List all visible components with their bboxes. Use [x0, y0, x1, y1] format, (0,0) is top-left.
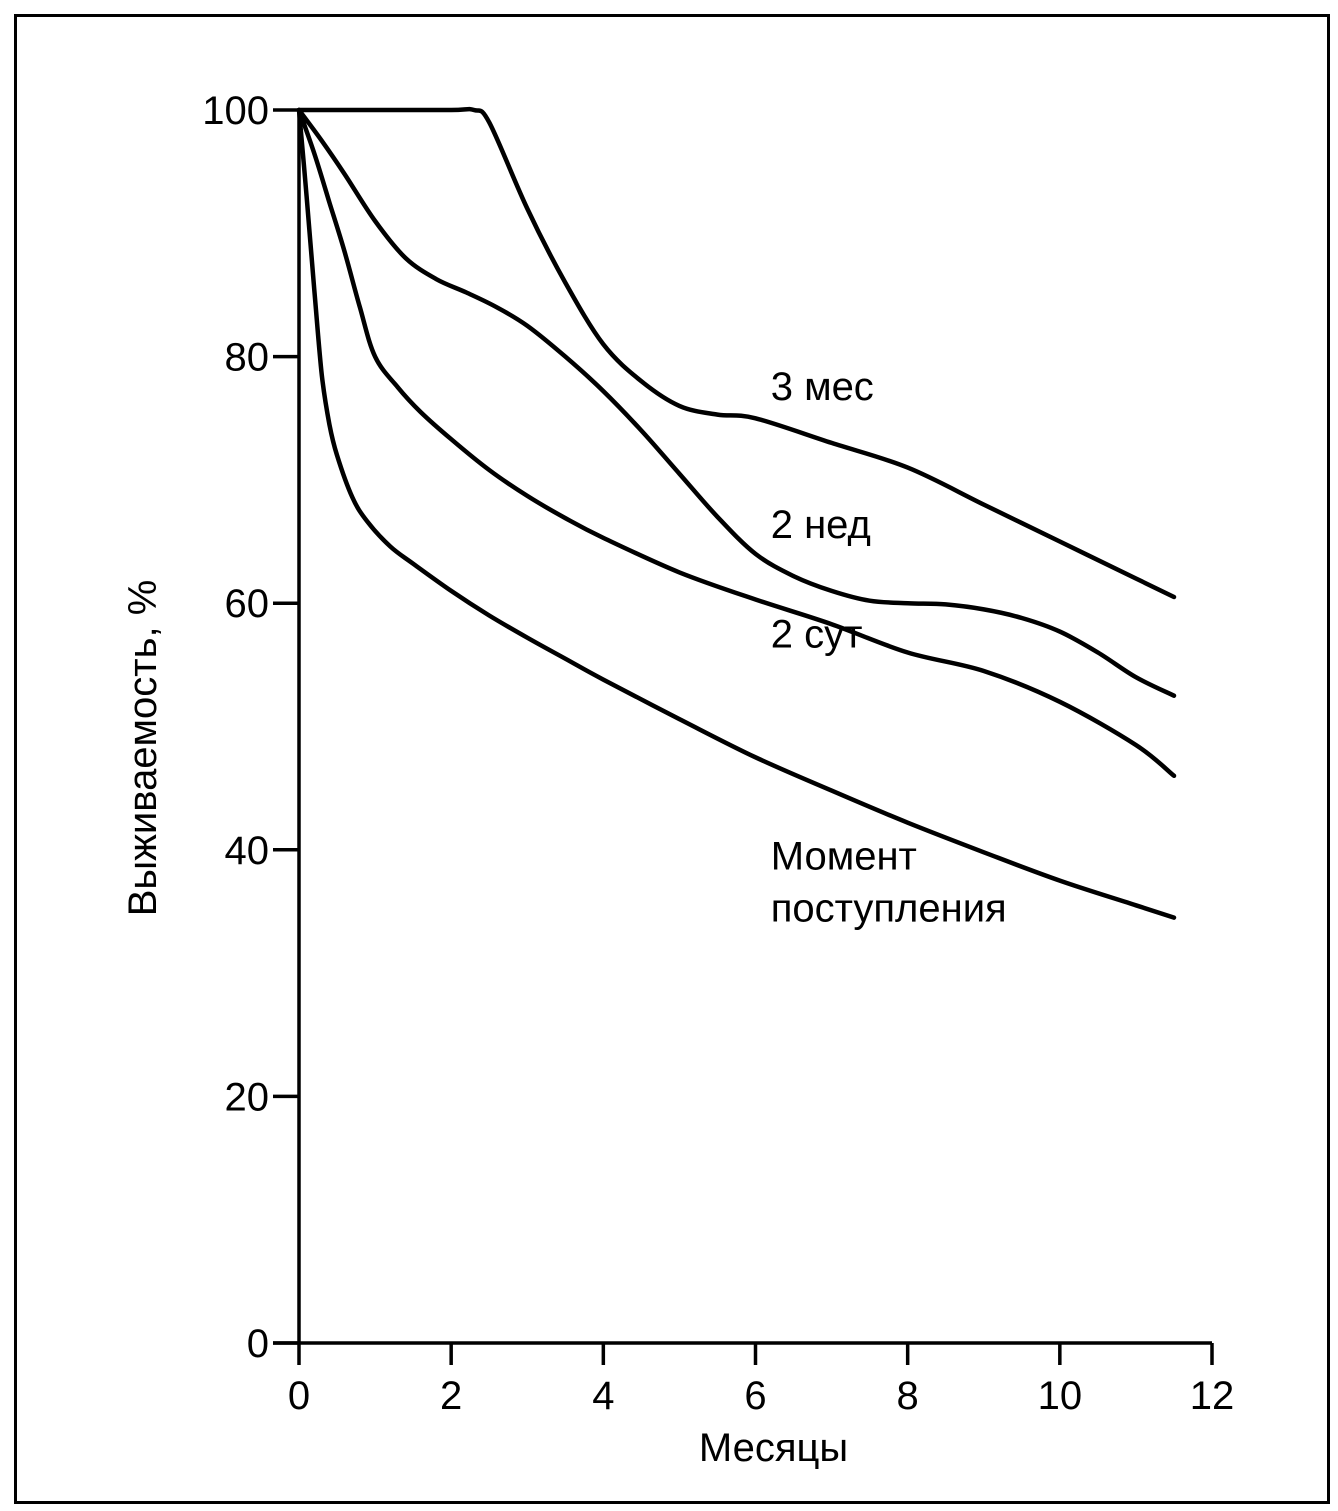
x-tick-label-12: 12	[1190, 1374, 1235, 1418]
x-tick-label-8: 8	[897, 1374, 919, 1418]
x-tick-label-4: 4	[592, 1374, 614, 1418]
chart-frame	[14, 14, 1330, 1504]
x-tick-label-2: 2	[440, 1374, 462, 1418]
x-tick-label-0: 0	[288, 1374, 310, 1418]
series-line-3	[296, 107, 1177, 779]
y-tick-label-0: 0	[247, 1322, 269, 1366]
x-tick-label-10: 10	[1038, 1374, 1083, 1418]
y-tick-label-40: 40	[225, 829, 270, 873]
series-label-3: 2 сут	[771, 613, 863, 657]
series-line-4	[296, 107, 1177, 920]
series-label-4-line-2: поступления	[771, 887, 1007, 931]
axes	[273, 108, 1212, 1345]
x-axis-title: Месяцы	[699, 1426, 848, 1470]
x-tick-label-6: 6	[744, 1374, 766, 1418]
y-axis-title: Выживаемость, %	[121, 580, 165, 917]
series-line-1	[296, 106, 1177, 600]
y-axis-ticks: 0 20 40 60 80 100	[202, 89, 299, 1366]
series-lines	[296, 106, 1177, 920]
series-label-1: 3 мес	[771, 365, 874, 409]
series-labels: 3 мес 2 нед 2 сут Момент поступления	[771, 365, 1007, 931]
series-label-4-line-1: Момент	[771, 835, 917, 879]
y-tick-label-60: 60	[225, 582, 270, 626]
y-tick-label-20: 20	[225, 1075, 270, 1119]
y-tick-label-80: 80	[225, 336, 270, 380]
series-label-2: 2 нед	[771, 503, 871, 547]
x-axis-ticks: 0 2 4 6 8 10 12	[288, 1343, 1234, 1418]
y-tick-label-100: 100	[202, 89, 269, 133]
series-line-2	[296, 107, 1177, 698]
